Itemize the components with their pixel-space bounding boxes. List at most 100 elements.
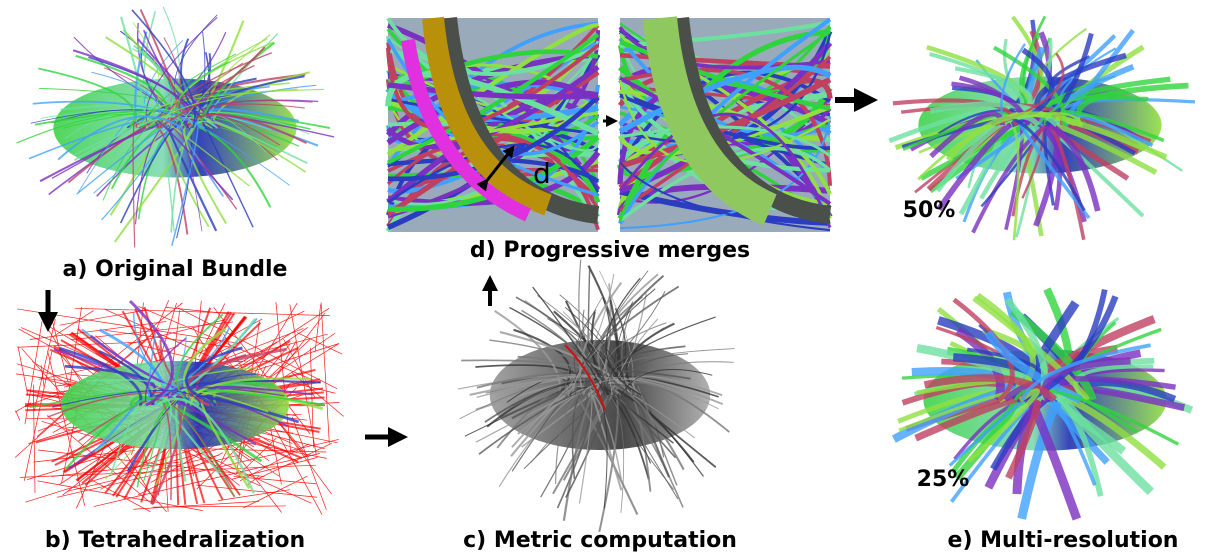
fiber bbox=[110, 397, 149, 475]
fiber bbox=[945, 111, 1084, 162]
fiber bbox=[65, 112, 132, 139]
tube bbox=[618, 146, 832, 223]
panel-label: e) Multi-resolution bbox=[948, 528, 1179, 553]
tube bbox=[619, 77, 832, 169]
tube bbox=[387, 32, 600, 165]
fiber bbox=[637, 385, 678, 486]
mesh-edge bbox=[297, 332, 343, 355]
panel-label: d) Progressive merges bbox=[470, 238, 750, 263]
fiber bbox=[532, 286, 606, 396]
fiber bbox=[210, 115, 267, 153]
fiber bbox=[156, 46, 266, 129]
fiber bbox=[511, 383, 575, 448]
tube bbox=[386, 133, 600, 210]
fiber bbox=[967, 388, 1040, 463]
fiber bbox=[32, 100, 206, 129]
fiber bbox=[476, 373, 577, 396]
mesh-edge bbox=[133, 501, 260, 510]
fiber-bundle bbox=[888, 15, 1196, 241]
mesh-edge bbox=[254, 302, 298, 374]
distance-label: d bbox=[533, 157, 551, 190]
fiber bbox=[176, 313, 224, 406]
mesh-edge bbox=[195, 484, 318, 498]
fiber bbox=[574, 270, 649, 396]
fiber bbox=[572, 303, 654, 396]
panel-label: a) Original Bundle bbox=[63, 257, 288, 282]
fiber bbox=[192, 31, 206, 129]
fiber bbox=[1020, 343, 1151, 401]
mesh-edge bbox=[192, 326, 208, 353]
fiber-bundle bbox=[29, 300, 325, 506]
fiber bbox=[565, 386, 610, 499]
fiber bbox=[633, 384, 671, 478]
fiber bbox=[984, 329, 1083, 404]
mesh-edge bbox=[29, 321, 167, 340]
tube bbox=[386, 21, 599, 167]
fiber bbox=[180, 38, 215, 129]
fiber bbox=[590, 311, 609, 396]
panel-label: b) Tetrahedralization bbox=[45, 528, 305, 553]
panel-label: c) Metric computation bbox=[463, 528, 737, 553]
fiber bbox=[609, 345, 686, 396]
fiber bbox=[469, 375, 602, 396]
fiber bbox=[189, 377, 311, 406]
distance-arrow bbox=[476, 145, 515, 192]
fiber bbox=[52, 389, 201, 408]
mesh-edge bbox=[37, 480, 203, 511]
fiber bbox=[137, 38, 221, 129]
mesh-edge bbox=[320, 302, 330, 444]
mesh-edge bbox=[74, 307, 330, 316]
tube bbox=[619, 93, 831, 151]
fiber bbox=[38, 67, 136, 129]
merged-tube bbox=[643, 16, 778, 226]
fiber bbox=[198, 41, 276, 129]
fiber bbox=[176, 61, 230, 129]
tube bbox=[619, 125, 831, 158]
fiber bbox=[57, 115, 183, 161]
mesh-edge bbox=[47, 415, 151, 503]
fiber-bundle bbox=[16, 6, 335, 248]
mesh-edge bbox=[52, 310, 94, 338]
fiber bbox=[167, 117, 307, 173]
fiber bbox=[605, 277, 642, 396]
mesh-edge bbox=[291, 416, 327, 510]
fiber bbox=[131, 9, 196, 129]
fiber bbox=[1014, 387, 1180, 446]
mesh-edge bbox=[67, 454, 220, 492]
fiber bbox=[154, 118, 234, 201]
fiber bbox=[40, 107, 193, 129]
fiber bbox=[201, 120, 254, 228]
tube bbox=[618, 112, 832, 229]
fiber bbox=[144, 337, 187, 406]
fiber bbox=[579, 282, 623, 396]
level-label: 25% bbox=[917, 467, 970, 492]
fiber bbox=[145, 88, 298, 129]
fiber bbox=[579, 378, 719, 410]
mesh-edge bbox=[314, 304, 322, 353]
mesh-edge bbox=[152, 505, 286, 508]
fiber bbox=[602, 386, 675, 490]
tube bbox=[617, 29, 831, 220]
fiber bbox=[923, 374, 1058, 403]
mesh-edge bbox=[32, 384, 36, 493]
fiber bbox=[494, 309, 562, 396]
fiber bbox=[59, 346, 143, 406]
illustrations: d bbox=[14, 6, 1196, 533]
highlight-fiber bbox=[564, 344, 606, 411]
mesh-edge bbox=[283, 338, 316, 398]
merge-after bbox=[617, 16, 833, 232]
fiber bbox=[184, 346, 243, 407]
fiber bbox=[582, 384, 677, 459]
tube-b bbox=[401, 38, 531, 222]
mesh-edge bbox=[268, 420, 282, 485]
tube bbox=[387, 157, 600, 184]
tube bbox=[618, 64, 832, 134]
mesh-edge bbox=[40, 365, 45, 389]
fiber-bundle bbox=[457, 259, 735, 533]
tube bbox=[618, 37, 831, 137]
merge-before: d bbox=[385, 16, 601, 233]
fiber bbox=[632, 375, 723, 397]
tube bbox=[618, 30, 831, 223]
fiber bbox=[132, 121, 138, 248]
